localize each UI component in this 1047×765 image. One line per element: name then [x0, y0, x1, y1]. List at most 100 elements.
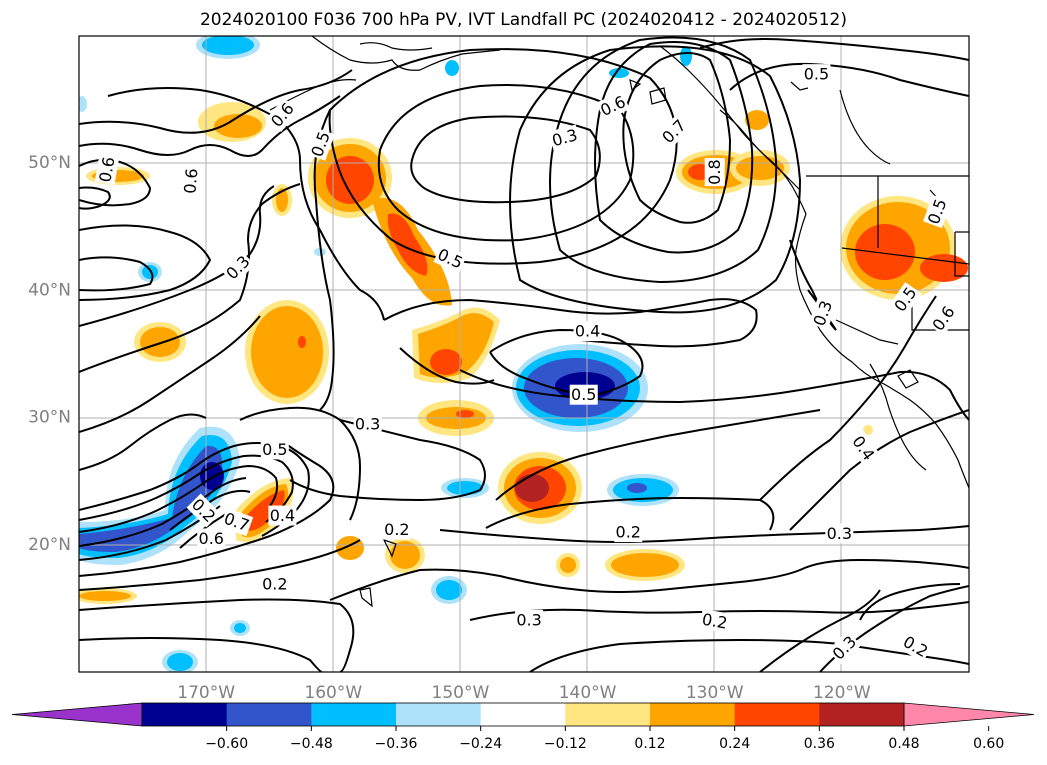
colorbar-segment — [819, 703, 905, 726]
lat-tick-label: 40°N — [28, 280, 71, 300]
contour-label-text: 0.8 — [705, 159, 724, 184]
contour-label: 0.3 — [515, 609, 544, 630]
contour-label-text: 0.3 — [516, 610, 541, 629]
contour-label-text: 0.5 — [262, 440, 287, 459]
colorbar-segment — [480, 703, 566, 726]
contour-label-text: 0.6 — [95, 155, 118, 183]
colorbar-tick-label: 0.36 — [804, 736, 835, 752]
contour-label: 0.6 — [197, 528, 226, 549]
lat-tick-label: 50°N — [28, 153, 71, 173]
longitude-labels: 170°W 160°W 150°W 140°W 130°W 120°W — [177, 683, 871, 703]
map-frame — [78, 35, 970, 673]
contour-label-bg — [847, 430, 880, 466]
colorbar-tick-label: 0.12 — [634, 736, 665, 752]
contour-label-bg — [802, 64, 831, 85]
map-title: 2024020100 F036 700 hPa PV, IVT Landfall… — [199, 10, 847, 30]
colorbar-extend-high — [903, 702, 1035, 727]
colorbar-tick-label: −0.24 — [459, 736, 502, 752]
contour-label-bg — [260, 439, 289, 460]
colorbar-segment — [734, 703, 820, 726]
contour-label: 0.5 — [569, 384, 598, 405]
contour-label-bg — [573, 321, 602, 342]
colorbar-tick-label: 0.24 — [719, 736, 750, 752]
contour-label-bg — [433, 243, 468, 274]
colorbar-tick-label: −0.36 — [375, 736, 418, 752]
colorbar-extend-low — [11, 702, 143, 727]
contour-label: 0.2 — [382, 519, 411, 540]
contour-label: 0.5 — [306, 127, 335, 161]
contour-label: 0.6 — [94, 154, 120, 186]
contour-label-text: 0.3 — [355, 414, 380, 433]
lat-tick-label: 30°N — [28, 408, 71, 428]
colorbar-tick-label: 0.60 — [973, 736, 1004, 752]
shading-layer — [79, 36, 968, 672]
map-background — [79, 36, 969, 672]
contour-label-bg — [923, 194, 952, 229]
contour-label: 0.8 — [704, 158, 725, 187]
contour-labels: 0.60.50.6 0.60.3 0.50.60.3 0.70.80.50.40.50… — [94, 64, 960, 665]
colorbar-segment — [396, 703, 482, 726]
lon-tick-label: 140°W — [559, 683, 617, 703]
contour-label: 0.3 — [353, 413, 382, 434]
contour-label-bg — [179, 166, 203, 196]
contour-label-bg — [220, 250, 255, 285]
contour-label-bg — [657, 114, 691, 149]
contour-label: 0.3 — [825, 523, 854, 544]
contour-label-text: 0.2 — [262, 575, 287, 594]
contour-label-text: 0.5 — [804, 65, 829, 84]
contour-label-bg — [699, 608, 731, 634]
contour-label-bg — [268, 505, 297, 526]
contour-label-text: 0.2 — [701, 610, 729, 633]
contour-label: 0.2 — [614, 522, 643, 543]
contour-label-bg — [808, 296, 837, 330]
contour-label-bg — [197, 528, 226, 549]
contour-label: 0.4 — [573, 321, 602, 342]
contour-label-bg — [596, 90, 630, 121]
contour-label-bg — [94, 154, 120, 186]
contour-label-bg — [220, 507, 254, 537]
colorbar-segment — [565, 703, 651, 726]
contour-label-text: 0.6 — [199, 529, 224, 548]
contour-label-bg — [927, 301, 960, 336]
contour-label-text: 0.4 — [270, 506, 295, 525]
colorbar-segment — [650, 703, 736, 726]
contour-label: 0.2 — [699, 608, 731, 634]
contour-label-bg — [704, 158, 725, 187]
lat-tick-label: 20°N — [28, 535, 71, 555]
contour-label-bg — [265, 97, 300, 133]
contour-label: 0.4 — [268, 505, 297, 526]
contour-label-bg — [260, 574, 289, 595]
contour-label-bg — [614, 522, 643, 543]
pv-contours — [79, 36, 969, 672]
contour-label: 0.5 — [802, 64, 831, 85]
contour-label-bg — [382, 519, 411, 540]
contour-label-bg — [889, 282, 922, 317]
colorbar-segment — [226, 703, 312, 726]
positive-anomaly-blobs — [79, 102, 968, 604]
contour-label-text: 0.5 — [571, 385, 596, 404]
latitude-labels: 50°N 40°N 30°N 20°N — [28, 153, 71, 555]
contour-label: 0.5 — [260, 439, 289, 460]
lon-tick-label: 130°W — [686, 683, 744, 703]
contour-label-text: 0.2 — [616, 523, 641, 542]
colorbar-tick-label: −0.12 — [544, 736, 587, 752]
colorbar-outline — [141, 702, 905, 727]
contour-label: 0.6 — [179, 166, 203, 196]
contour-label-bg — [353, 413, 382, 434]
contour-label-bg — [306, 127, 335, 161]
colorbar-segment — [142, 703, 228, 726]
colorbar-tick-label: −0.60 — [205, 736, 248, 752]
colorbar-tick-label: −0.48 — [290, 736, 333, 752]
contour-label-bg — [898, 630, 933, 663]
contour-label-bg — [569, 384, 598, 405]
lon-tick-label: 170°W — [177, 683, 235, 703]
lon-tick-label: 160°W — [304, 683, 362, 703]
lon-tick-label: 150°W — [432, 683, 490, 703]
contour-label-text: 0.3 — [827, 524, 852, 543]
contour-label-bg — [515, 609, 544, 630]
contour-label-bg — [827, 630, 862, 665]
contour-label-text: 0.4 — [575, 322, 600, 341]
contour-label-text: 0.6 — [180, 168, 201, 195]
contour-label-bg — [548, 124, 581, 152]
